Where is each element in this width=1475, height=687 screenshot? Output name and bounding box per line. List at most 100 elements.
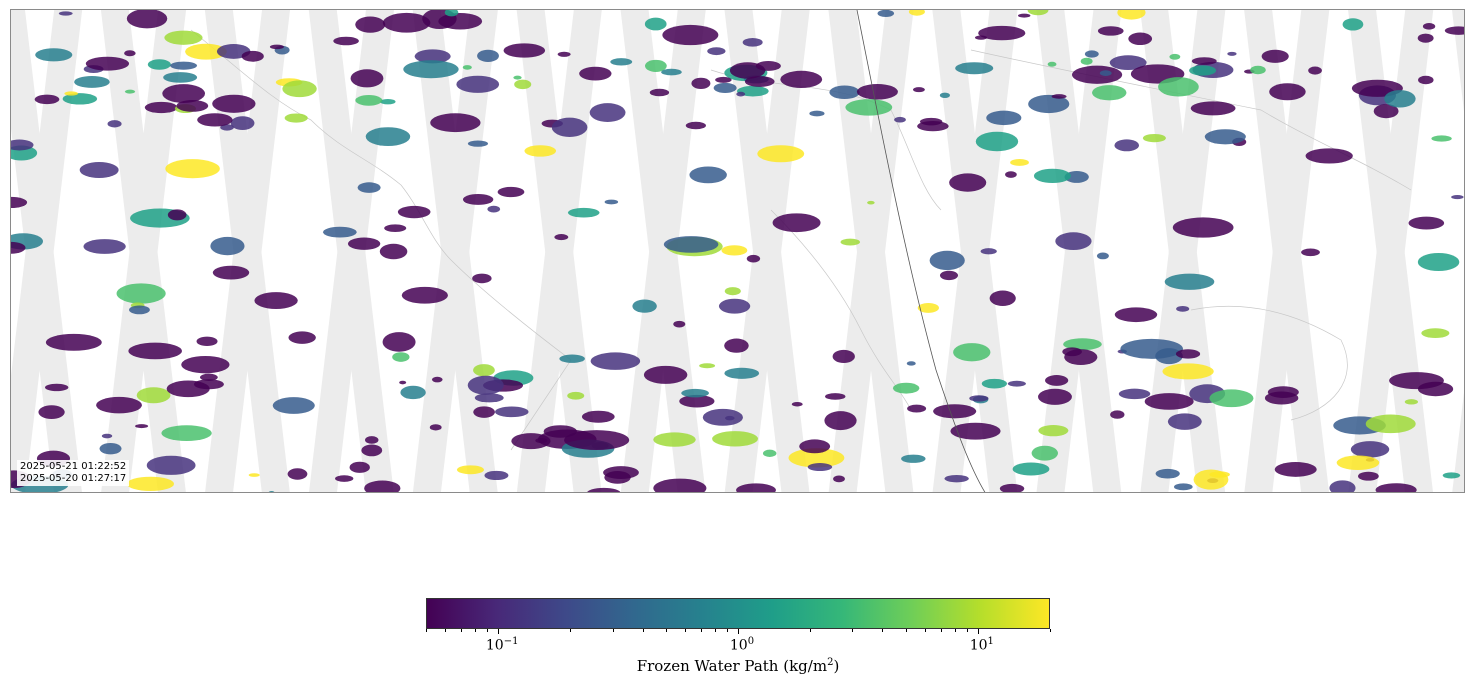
fwp-data-patch (877, 10, 895, 18)
fwp-data-patch (567, 391, 585, 400)
fwp-data-patch (170, 61, 198, 70)
fwp-data-patch (350, 69, 384, 88)
fwp-data-patch (825, 393, 846, 400)
fwp-data-patch (58, 11, 73, 16)
fwp-data-patch (1301, 248, 1320, 257)
fwp-data-patch (163, 72, 198, 83)
swath-gap-band (620, 10, 706, 492)
fwp-data-patch (1191, 57, 1217, 65)
fwp-data-patch (1329, 480, 1356, 492)
fwp-data-patch (1175, 349, 1201, 359)
fwp-data-patch (355, 94, 383, 106)
fwp-data-patch (1176, 305, 1190, 312)
colorbar-major-tick (738, 629, 739, 634)
fwp-data-patch (1373, 104, 1399, 119)
fwp-data-patch (1384, 90, 1416, 108)
fwp-data-patch (1096, 252, 1109, 260)
fwp-data-patch (1442, 472, 1461, 479)
fwp-data-patch (1158, 77, 1199, 97)
swath-gap-band (1244, 10, 1330, 492)
fwp-data-patch (335, 475, 354, 482)
fwp-data-patch (220, 124, 234, 131)
fwp-data-patch (702, 408, 743, 426)
fwp-data-patch (11, 139, 34, 151)
fwp-data-patch (845, 99, 893, 116)
fwp-data-patch (744, 76, 775, 87)
fwp-data-patch (788, 448, 845, 468)
fwp-data-patch (429, 424, 442, 431)
fwp-data-patch (1189, 65, 1217, 76)
fwp-data-patch (978, 25, 1026, 41)
fwp-data-patch (1017, 13, 1031, 18)
fwp-data-patch (248, 473, 260, 477)
swath-gap-band (1348, 10, 1434, 492)
colorbar-title: Frozen Water Path (kg/m2) (636, 657, 840, 675)
fwp-data-patch (101, 433, 113, 439)
fwp-data-patch (653, 432, 696, 447)
fwp-data-patch (567, 207, 600, 218)
fwp-data-patch (126, 10, 168, 29)
colorbar-minor-tick (1050, 629, 1051, 632)
fwp-data-patch (495, 406, 529, 418)
swath-gap-band (1036, 10, 1122, 492)
fwp-data-patch (718, 298, 751, 314)
fwp-data-patch (894, 116, 906, 123)
fwp-data-patch (729, 62, 766, 79)
colorbar-minor-tick (954, 629, 956, 632)
fwp-data-patch (1444, 26, 1464, 35)
frozen-water-path-map (11, 10, 1464, 492)
fwp-data-patch (124, 89, 136, 94)
fwp-data-patch (124, 50, 136, 57)
fwp-data-patch (689, 166, 727, 184)
fwp-data-patch (1045, 375, 1069, 386)
fwp-data-patch (347, 237, 381, 250)
colorbar-minor-tick (882, 629, 884, 632)
fwp-data-patch (323, 226, 357, 238)
fwp-data-patch (85, 56, 130, 71)
fwp-data-patch (807, 463, 833, 472)
fwp-data-patch (1047, 61, 1057, 67)
fwp-data-patch (254, 292, 298, 309)
fwp-data-patch (484, 470, 509, 481)
fwp-data-patch (1358, 471, 1379, 481)
fwp-data-patch (662, 24, 719, 46)
fwp-data-patch (1051, 94, 1067, 99)
fwp-data-patch (230, 116, 255, 130)
colorbar-minor-tick (461, 629, 463, 632)
fwp-data-patch (181, 356, 230, 374)
fwp-data-patch (272, 397, 315, 414)
fwp-data-patch (913, 87, 925, 93)
fwp-data-patch (712, 431, 759, 447)
colorbar-minor-tick (474, 629, 476, 632)
fwp-data-patch (1028, 94, 1070, 114)
fwp-data-patch (673, 320, 686, 328)
fwp-data-patch (456, 465, 485, 475)
fwp-data-patch (162, 84, 206, 103)
fwp-data-patch (1193, 469, 1229, 490)
fwp-data-patch (604, 471, 631, 484)
fwp-data-patch (1063, 338, 1102, 351)
swath-gap-band (828, 10, 914, 492)
fwp-data-patch (590, 352, 641, 370)
fwp-data-patch (62, 93, 98, 105)
fwp-data-patch (400, 385, 426, 400)
fwp-data-patch (74, 76, 110, 88)
fwp-data-patch (644, 17, 667, 31)
fwp-data-patch (129, 305, 150, 315)
fwp-data-patch (1128, 32, 1153, 46)
swath-gap-band (101, 10, 187, 492)
fwp-data-patch (473, 406, 495, 418)
fwp-data-patch (939, 92, 950, 99)
fwp-data-patch (1109, 55, 1147, 71)
fwp-data-patch (939, 270, 959, 281)
fwp-data-patch (724, 287, 741, 296)
fwp-data-patch (653, 478, 707, 492)
swath-gap-band (1140, 10, 1226, 492)
fwp-data-patch (699, 363, 716, 369)
fwp-data-patch (513, 75, 522, 80)
fwp-data-patch (497, 186, 525, 198)
fwp-data-patch (840, 238, 860, 246)
fwp-data-patch (1064, 171, 1089, 183)
fwp-data-patch (355, 16, 386, 33)
fwp-data-patch (511, 433, 551, 450)
